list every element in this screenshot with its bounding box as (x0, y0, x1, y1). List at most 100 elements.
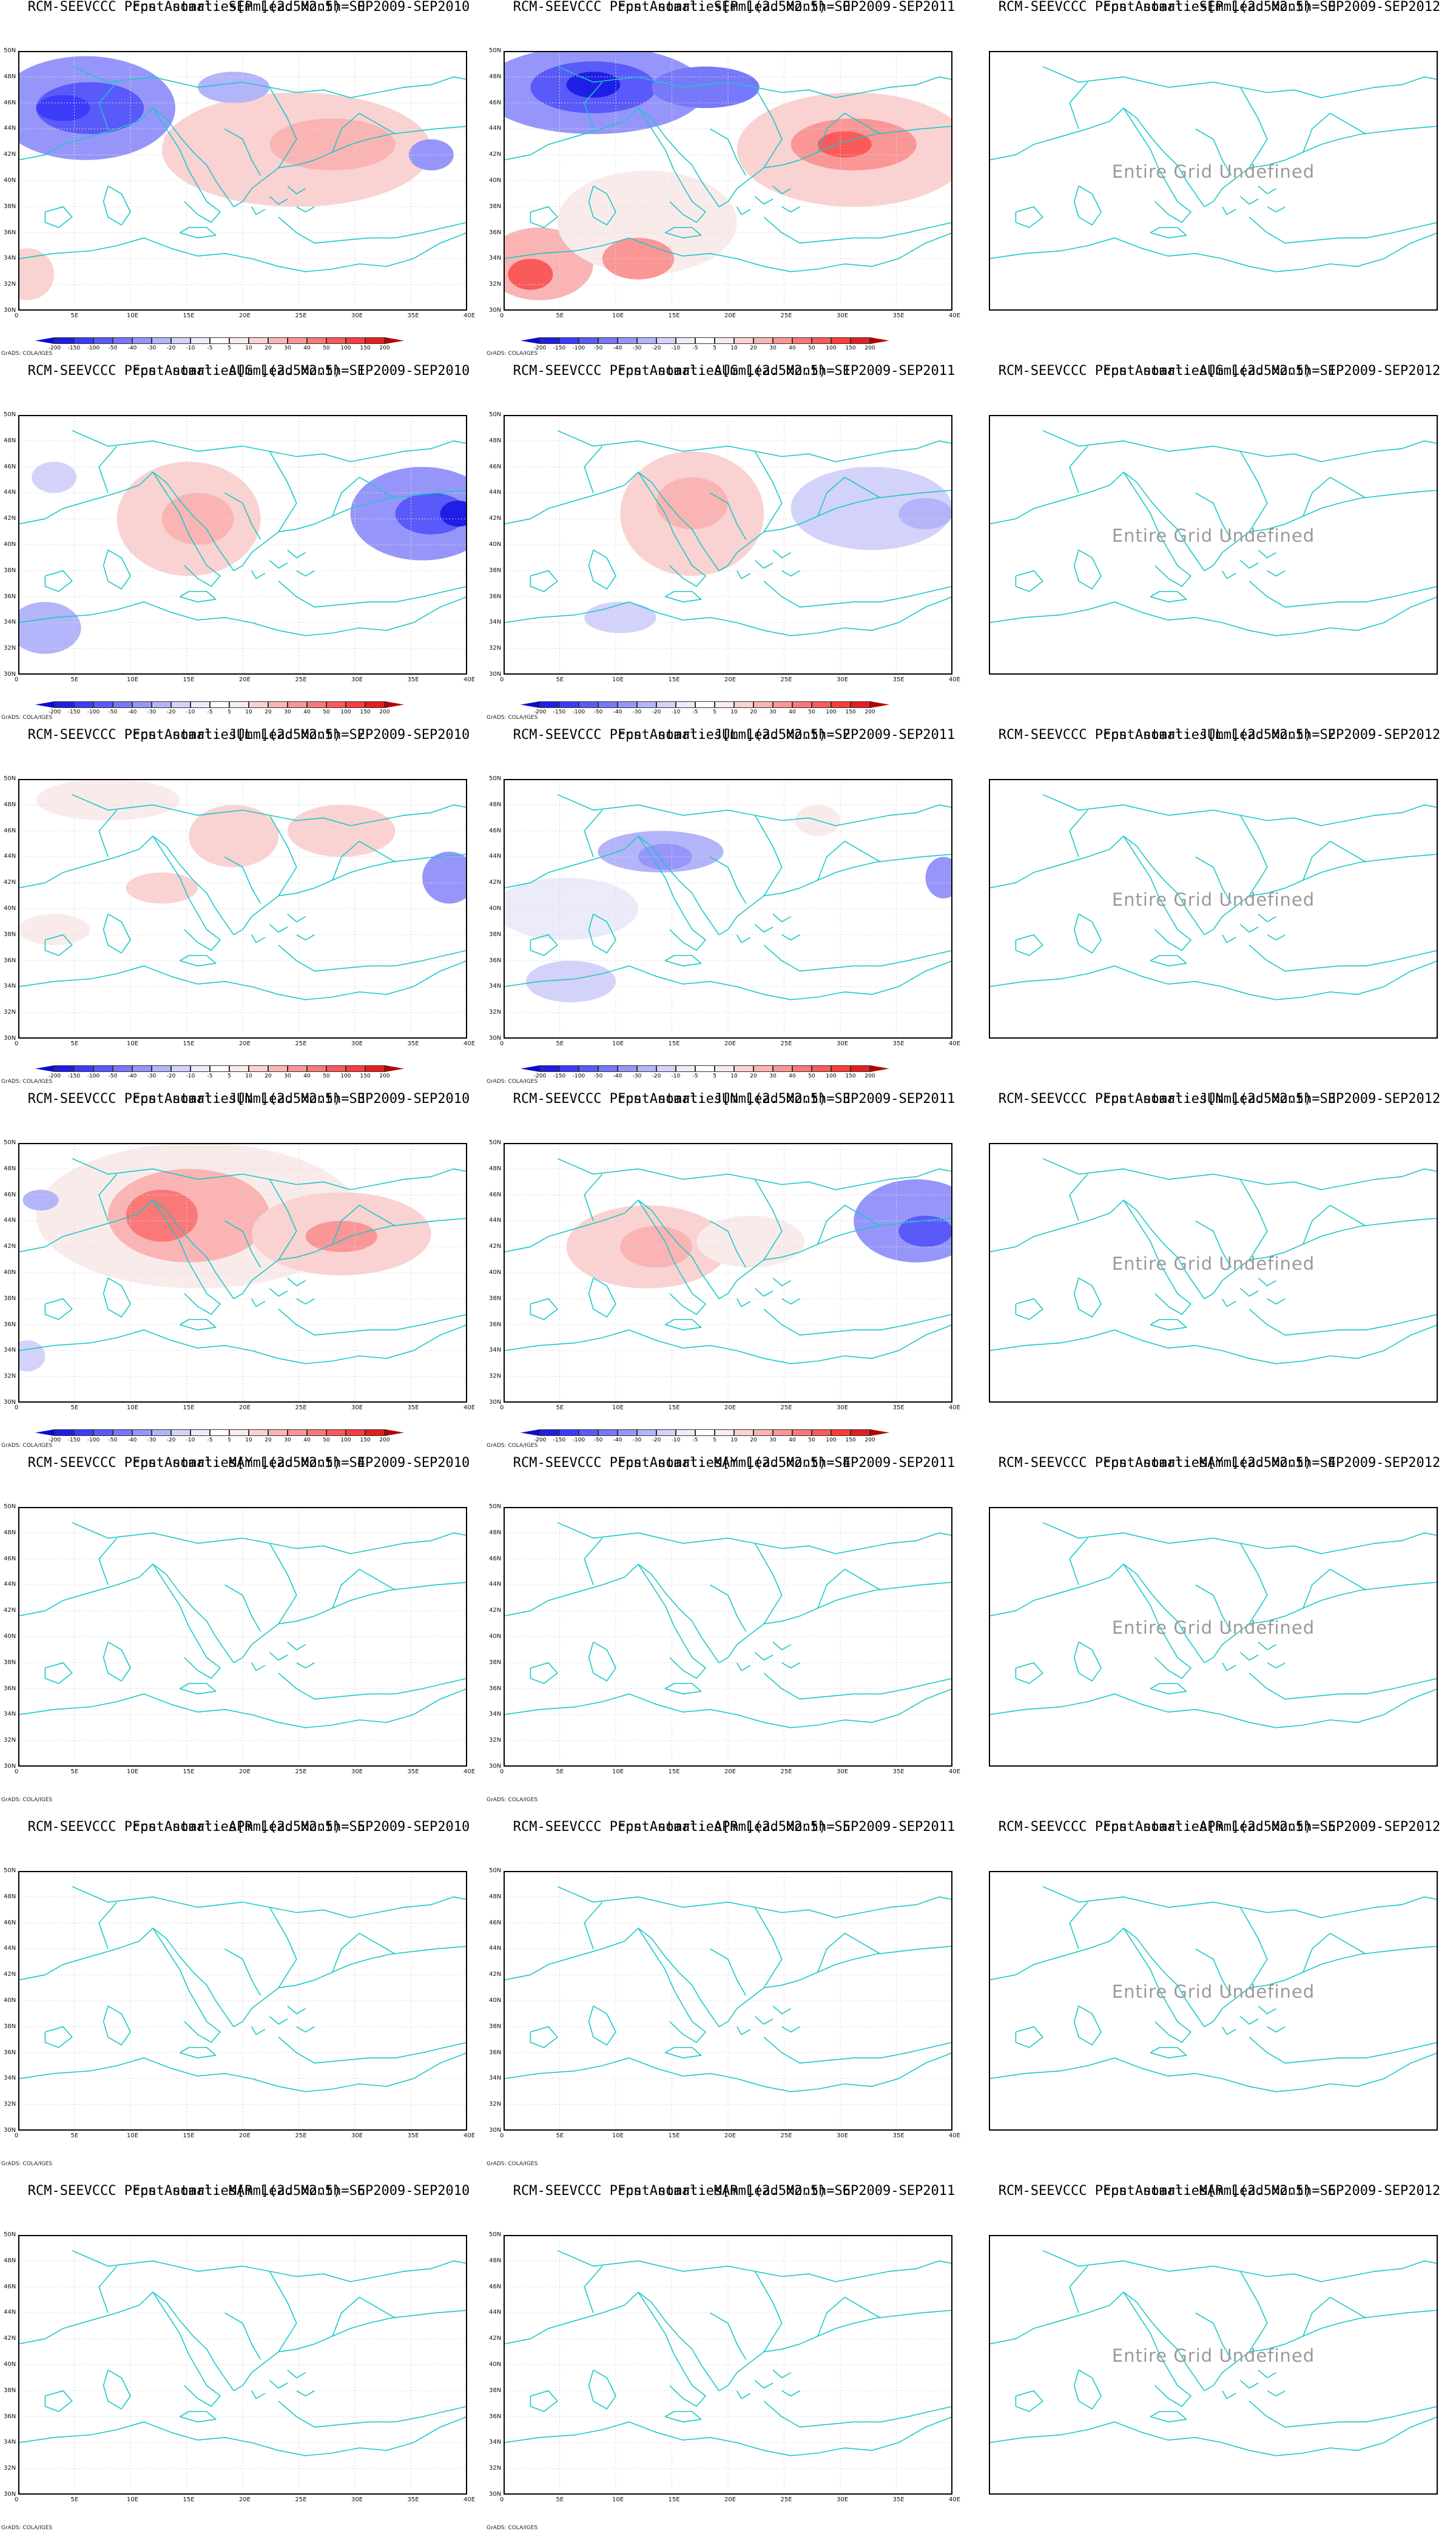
map-panel: RCM-SEEVCCC Pcpn Anomalies[mm](2.5x2.5) … (0, 0, 485, 364)
panel-subtitle: Fcst start: SEP Lead Month= 0 (132, 0, 366, 15)
coastline (1249, 2401, 1438, 2428)
colorbar-swatch (870, 1429, 889, 1436)
colorbar-tick-label: 5 (228, 345, 231, 351)
map-canvas (504, 51, 952, 311)
coastline (736, 1298, 751, 1307)
lat-tick-label: 42N (4, 1971, 16, 1978)
coastline (98, 809, 118, 857)
lat-tick-label: 40N (489, 2361, 502, 2368)
coastline (278, 945, 467, 972)
map-frame (504, 1507, 952, 1767)
coastline (754, 1652, 774, 1661)
coastline (989, 1563, 1438, 1663)
coastline (588, 1641, 616, 1682)
coastline (1123, 1199, 1191, 1315)
lat-tick-label: 42N (489, 1607, 502, 1614)
coastline (763, 217, 952, 244)
map-panel: RCM-SEEVCCC Pcpn Anomalies[mm](2.5x2.5) … (971, 0, 1456, 364)
coastline (584, 2265, 603, 2313)
coastline (755, 1168, 952, 1190)
lat-tick-label: 44N (489, 1945, 502, 1952)
map-plot (18, 415, 467, 675)
colorbar-swatch (210, 1429, 229, 1436)
lat-tick-label: 40N (4, 1997, 16, 2004)
colorbar-swatch (210, 337, 229, 344)
lon-tick-label: 25E (295, 1768, 307, 1775)
coastline (179, 591, 217, 603)
coastline (296, 2026, 315, 2033)
lat-tick-label: 46N (4, 463, 16, 470)
coastline (1195, 128, 1232, 176)
panel-title: RCM-SEEVCCC Pcpn Anomalies[mm](2.5x2.5) … (27, 2183, 470, 2199)
coastline (1123, 107, 1191, 223)
lat-tick-label: 32N (4, 281, 16, 288)
map-plot (18, 1143, 467, 1403)
lon-tick-label: 20E (724, 2496, 736, 2503)
colorbar-tick-label: 5 (228, 709, 231, 715)
map-canvas (989, 51, 1438, 311)
coastline (588, 2005, 616, 2046)
colorbar-tick-label: 30 (284, 1437, 291, 1443)
colorbar-tick-label: 50 (323, 1073, 330, 1079)
lon-tick-label: 0 (15, 1040, 19, 1047)
colorbar-swatch (676, 701, 695, 708)
lon-tick-label: 15E (183, 1404, 195, 1411)
lon-tick-label: 40E (949, 312, 961, 319)
colorbar-tick-label: -5 (207, 1073, 213, 1079)
coastline (754, 560, 774, 569)
colorbar-tick-label: -150 (553, 709, 566, 715)
lat-tick-label: 30N (4, 2127, 16, 2134)
lon-tick-label: 40E (463, 676, 476, 683)
colorbar-tick-label: -30 (147, 345, 157, 351)
colorbar-swatch (132, 337, 152, 344)
panel-subtitle: Fcst start: APR Lead Month= 5 (1102, 1819, 1336, 1835)
anomaly-region (22, 1190, 59, 1211)
map-frame (504, 1871, 952, 2131)
colorbar-tick-label: 5 (713, 709, 716, 715)
lon-tick-label: 25E (780, 312, 792, 319)
coastline (1239, 2016, 1259, 2025)
coastline (152, 1199, 221, 1315)
map-panel: RCM-SEEVCCC Pcpn Anomalies[mm](2.5x2.5) … (0, 1820, 485, 2184)
map-canvas (504, 1507, 952, 1767)
coastline (1042, 2250, 1268, 2353)
colorbar-tick-label: 30 (284, 709, 291, 715)
colorbar-swatch (753, 337, 773, 344)
panel-title: RCM-SEEVCCC Pcpn Anomalies[mm](2.5x2.5) … (998, 1819, 1441, 1835)
coastline (989, 471, 1438, 571)
undefined-grid-label: Entire Grid Undefined (1111, 2345, 1315, 2366)
coastline (278, 217, 467, 244)
map-panel: RCM-SEEVCCC Pcpn Anomalies[mm](2.5x2.5) … (0, 728, 485, 1092)
lat-tick-label: 30N (489, 671, 502, 678)
coastline (152, 107, 221, 223)
colorbar-tick-label: -200 (533, 345, 547, 351)
colorbar-swatch (870, 1065, 889, 1072)
coastline (638, 1199, 706, 1315)
colorbar-swatch (190, 337, 210, 344)
map-panel: RCM-SEEVCCC Pcpn Anomalies[mm](2.5x2.5) … (485, 2184, 971, 2548)
colorbar-tick-label: -200 (48, 709, 61, 715)
colorbar-swatch (113, 701, 132, 708)
colorbar-tick-label: -50 (108, 709, 118, 715)
lat-tick-label: 48N (4, 1529, 16, 1536)
colorbar-tick-label: 100 (826, 1437, 837, 1443)
coastline (1042, 1522, 1268, 1625)
colorbar-tick-label: -40 (613, 1073, 622, 1079)
anomaly-region (126, 872, 198, 904)
coastline (296, 1662, 315, 1669)
coastline (1267, 2026, 1286, 2033)
colorbar-swatch (55, 701, 74, 708)
lat-tick-label: 30N (489, 1763, 502, 1770)
coastline (1015, 2026, 1043, 2048)
panel-title: RCM-SEEVCCC Pcpn Anomalies[mm](2.5x2.5) … (27, 727, 470, 743)
colorbar-tick-label: -40 (127, 1437, 137, 1443)
coastline (817, 1568, 881, 1609)
lat-tick-label: 50N (489, 775, 502, 782)
colorbar-tick-label: -30 (147, 1437, 157, 1443)
colorbar-tick-label: 20 (750, 709, 757, 715)
map-panel: RCM-SEEVCCC Pcpn Anomalies[mm](2.5x2.5) … (0, 1456, 485, 1820)
colorbar-tick-label: -40 (613, 1437, 622, 1443)
colorbar-tick-label: -10 (671, 345, 681, 351)
map-canvas (504, 1143, 952, 1403)
colorbar-swatch (656, 701, 676, 708)
